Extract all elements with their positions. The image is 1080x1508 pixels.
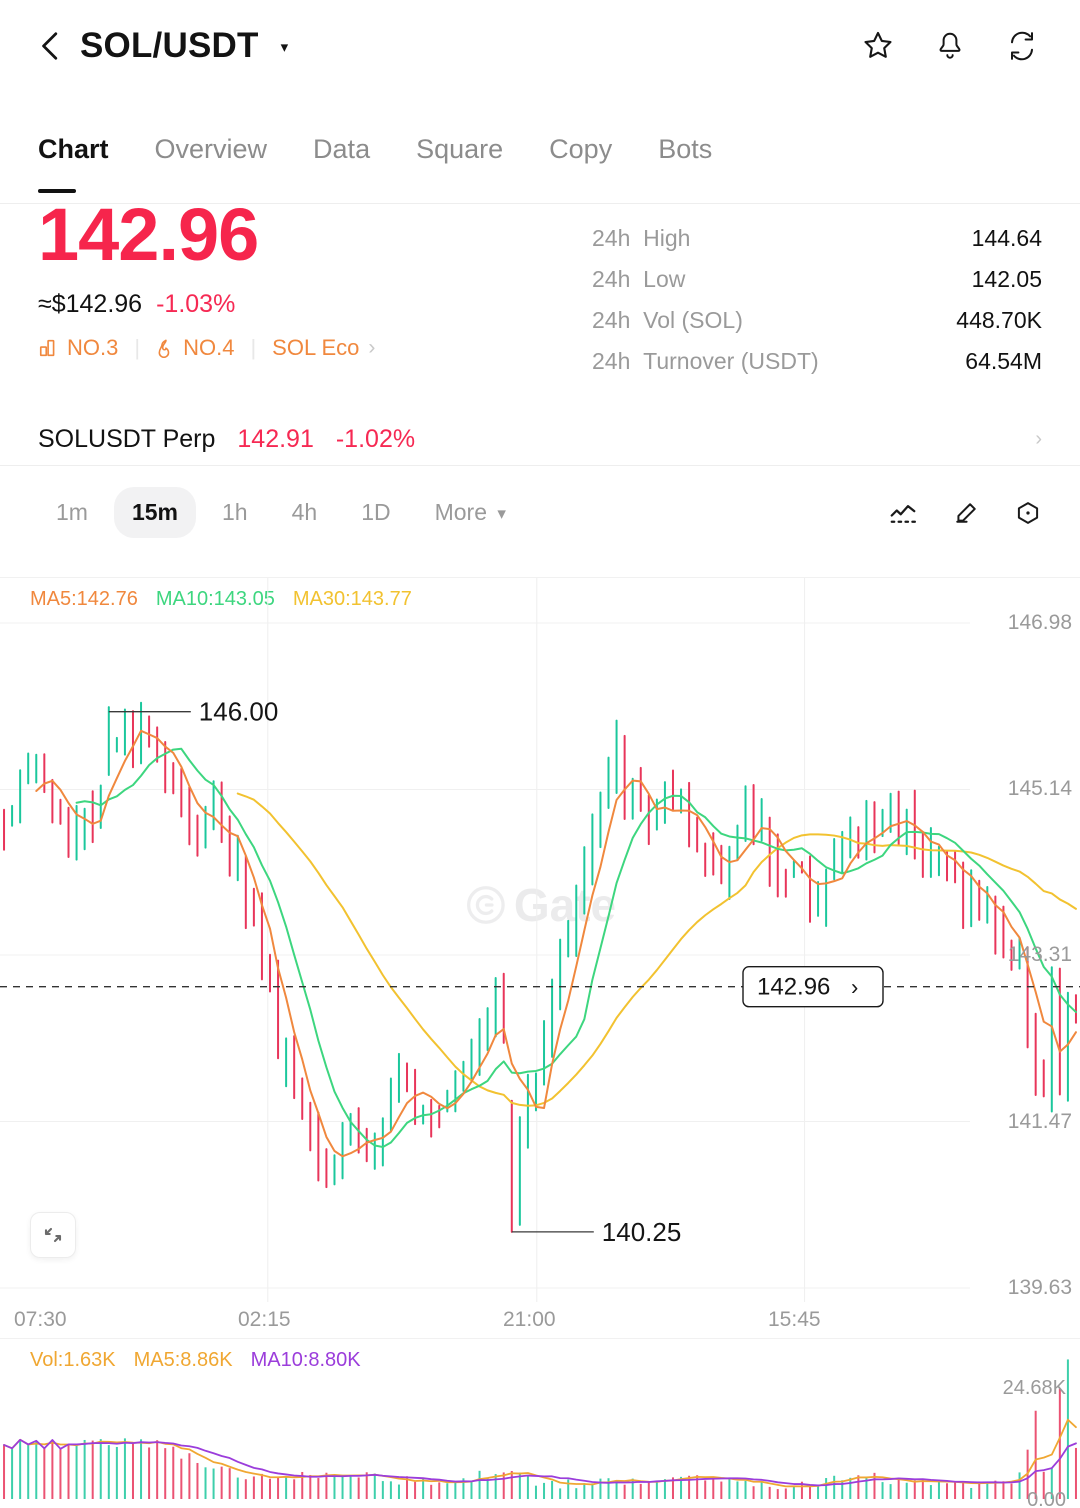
svg-text:140.25: 140.25: [602, 1217, 682, 1247]
svg-text:›: ›: [851, 975, 858, 1000]
svg-text:146.00: 146.00: [199, 697, 279, 727]
svg-text:142.96: 142.96: [757, 974, 830, 1001]
